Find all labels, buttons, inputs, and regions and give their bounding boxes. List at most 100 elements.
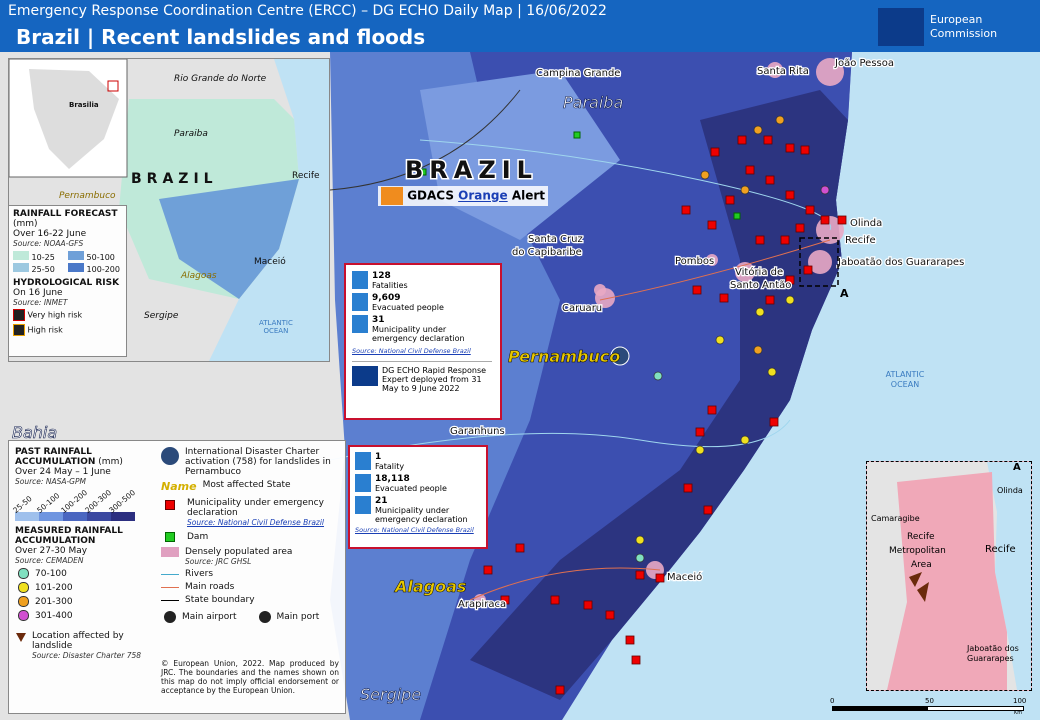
stat-value: 9,609 bbox=[372, 293, 401, 303]
state-label: Paraiba bbox=[563, 93, 623, 112]
rain-gauge bbox=[753, 125, 763, 135]
scale-unit: Km bbox=[1014, 710, 1023, 716]
rain-gauge bbox=[775, 115, 785, 125]
municipality-marker bbox=[500, 595, 510, 605]
stat-source[interactable]: Source: National Civil Defense Brazil bbox=[352, 347, 471, 355]
zoom-box bbox=[799, 237, 839, 287]
legend-item: 201-300 bbox=[15, 596, 155, 607]
affected-label: Alagoas bbox=[393, 577, 466, 596]
legend-item: Densely populated area Source: JRC GHSL bbox=[161, 547, 339, 566]
line-feature bbox=[419, 139, 832, 231]
legend-source: Source: JRC GHSL bbox=[185, 557, 252, 566]
legend-source[interactable]: Source: National Civil Defense Brazil bbox=[187, 518, 325, 527]
rain-gauge bbox=[767, 367, 777, 377]
city-label: Recife bbox=[845, 235, 876, 246]
legend-source: Source: NASA-GPM bbox=[15, 477, 86, 486]
legend-item: 70-100 bbox=[15, 568, 155, 579]
icon bbox=[355, 474, 371, 492]
legend-period: On 16 June bbox=[13, 288, 63, 298]
measured-classes: 70-100 101-200 201-300 301-400 bbox=[15, 568, 155, 621]
legend-unit: (mm) bbox=[13, 219, 38, 229]
inset-label: Area bbox=[911, 560, 932, 570]
legend-label: 50-100 bbox=[86, 253, 115, 262]
state-label: Bahia bbox=[12, 423, 57, 442]
stat-item: 1 Fatality bbox=[355, 452, 483, 471]
swatch bbox=[87, 512, 111, 521]
municipality-marker bbox=[683, 483, 693, 493]
dam-marker bbox=[419, 168, 427, 176]
legend-label: High risk bbox=[27, 325, 63, 335]
stat-label: Evacuated people bbox=[375, 484, 447, 493]
legend-label: International Disaster Charter activatio… bbox=[185, 447, 331, 477]
legend-label: 100-200 bbox=[86, 265, 120, 274]
legend-label: Main port bbox=[276, 612, 320, 622]
legend-label: 101-200 bbox=[35, 582, 73, 593]
swatch bbox=[63, 512, 87, 521]
gdacs-link[interactable]: Orange bbox=[458, 188, 508, 203]
legend-label: Rivers bbox=[185, 569, 214, 579]
municipality-marker bbox=[755, 235, 765, 245]
legend-item: 301-400 bbox=[15, 610, 155, 621]
municipality-marker bbox=[785, 143, 795, 153]
city-label: Maceió bbox=[667, 571, 702, 583]
rain-gauge bbox=[635, 535, 645, 545]
municipality-marker bbox=[681, 205, 691, 215]
municipality-marker bbox=[583, 600, 593, 610]
municipality-marker bbox=[837, 215, 847, 225]
rain-gauge bbox=[785, 295, 795, 305]
stat-source[interactable]: Source: National Civil Defense Brazil bbox=[355, 526, 474, 534]
header: Emergency Response Coordination Centre (… bbox=[0, 0, 1040, 52]
city-label: Jaboatão dos Guararapes bbox=[837, 257, 964, 268]
line-feature bbox=[329, 89, 521, 191]
municipality-marker bbox=[769, 417, 779, 427]
legend-label: Very high risk bbox=[27, 310, 83, 320]
affected-label: Pernambuco bbox=[508, 347, 620, 366]
scale-line bbox=[832, 706, 1024, 711]
echo-text: DG ECHO Rapid Response Expert deployed f… bbox=[382, 366, 487, 393]
swatch bbox=[13, 324, 25, 336]
icon bbox=[352, 315, 368, 333]
city-label: João Pessoa bbox=[834, 58, 894, 69]
logo: European Commission bbox=[878, 8, 1018, 46]
legend-label: Densely populated area bbox=[185, 547, 293, 557]
rain-gauge bbox=[755, 307, 765, 317]
inset-svg bbox=[867, 462, 1031, 690]
inset-label: Recife bbox=[985, 544, 1016, 555]
legend-unit: (mm) bbox=[98, 457, 123, 467]
ocean-text: ATLANTIC bbox=[259, 319, 293, 327]
legend-label: 201-300 bbox=[35, 596, 73, 607]
city-label: Vitória de bbox=[735, 266, 783, 278]
municipality-marker bbox=[515, 543, 525, 553]
scale-tick: 100 bbox=[1013, 697, 1027, 705]
eu-flag bbox=[352, 366, 378, 386]
municipality-marker bbox=[605, 610, 615, 620]
legend-label: Location affected by landslide bbox=[31, 631, 124, 651]
scale-bar: 0 50 100 Km bbox=[830, 697, 1030, 716]
inset-label: Metropolitan bbox=[889, 546, 946, 556]
populated-area bbox=[816, 58, 844, 86]
stat-item: 18,118 Evacuated people bbox=[355, 474, 483, 493]
municipality-marker bbox=[483, 565, 493, 575]
populated-area bbox=[767, 62, 783, 78]
stat-item: 21 Municipality under emergency declarati… bbox=[355, 496, 483, 524]
municipality-marker bbox=[780, 235, 790, 245]
echo-note: DG ECHO Rapid Response Expert deployed f… bbox=[352, 361, 492, 393]
state-label: Paraiba bbox=[174, 129, 208, 139]
legend-label: Most affected State bbox=[202, 480, 291, 490]
legend-label: 301-400 bbox=[35, 610, 73, 621]
legend-period: Over 16-22 June bbox=[13, 229, 87, 239]
legend-item: Very high risk bbox=[13, 309, 122, 321]
title: Brazil | Recent landslides and floods bbox=[16, 25, 426, 49]
municipality-marker bbox=[820, 215, 830, 225]
icon bbox=[355, 452, 371, 470]
legend-item: 25-50 bbox=[13, 263, 67, 274]
main-legend: PAST RAINFALL ACCUMULATION (mm) Over 24 … bbox=[8, 440, 346, 714]
swatch bbox=[39, 512, 63, 521]
city-label: do Capibaribe bbox=[512, 247, 582, 258]
icon bbox=[355, 496, 371, 514]
swatch bbox=[68, 263, 84, 272]
city-label: Recife bbox=[292, 171, 320, 181]
legend-item: 100-200 bbox=[68, 263, 122, 274]
gdacs-text: GDACS bbox=[407, 188, 454, 203]
stat-label: Municipality under emergency declaration bbox=[372, 325, 465, 343]
